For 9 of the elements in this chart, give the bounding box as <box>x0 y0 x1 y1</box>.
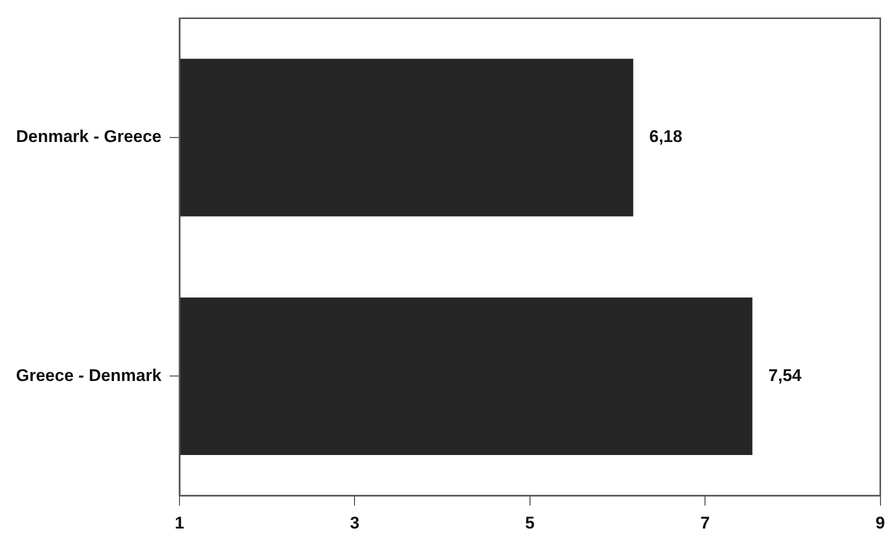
x-tick-label: 1 <box>174 513 184 532</box>
x-tick-label: 3 <box>350 513 360 532</box>
y-tick-label: Denmark - Greece <box>16 127 162 146</box>
x-tick-label: 7 <box>700 513 710 532</box>
data-label: 6,18 <box>649 127 682 146</box>
x-tick-label: 5 <box>525 513 535 532</box>
x-tick-label: 9 <box>876 513 886 532</box>
y-tick-label: Greece - Denmark <box>16 366 162 385</box>
data-label: 7,54 <box>768 366 802 385</box>
